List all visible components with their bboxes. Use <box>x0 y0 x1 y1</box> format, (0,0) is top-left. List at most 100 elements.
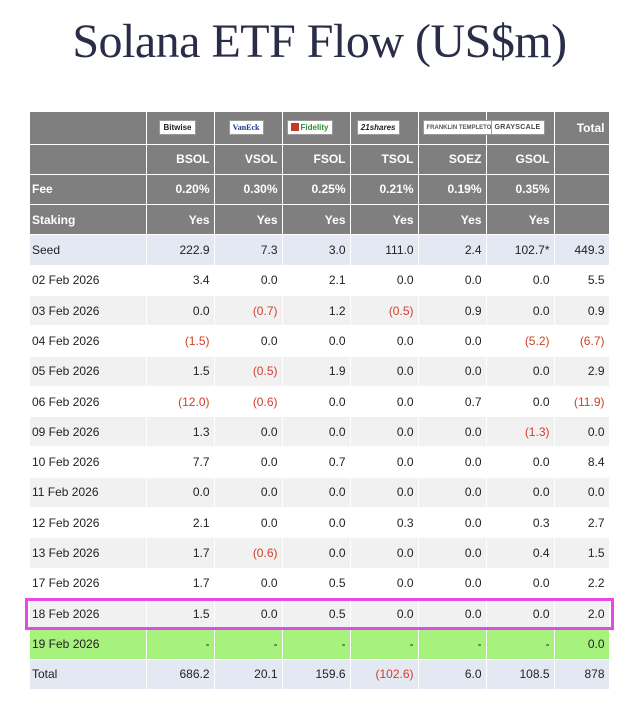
flow-cell: (1.5) <box>146 325 215 357</box>
flow-cell: 0.0 <box>418 598 487 630</box>
chart-title: Solana ETF Flow (US$m) <box>72 15 567 68</box>
row-total-cell: 878 <box>554 659 610 690</box>
table-row: 05 Feb 2026 1.5 (0.5) 1.9 0.0 0.0 0.0 2.9 <box>30 356 610 387</box>
flow-cell: 0.0 <box>350 265 419 296</box>
flow-cell: 0.0 <box>418 356 487 387</box>
row-total-cell: (6.7) <box>554 325 610 357</box>
row-total-cell: 1.5 <box>554 537 610 569</box>
row-label: 02 Feb 2026 <box>30 265 147 296</box>
flow-cell: 2.4 <box>418 234 487 266</box>
flow-cell: 0.3 <box>350 507 419 539</box>
row-label: 17 Feb 2026 <box>30 568 147 599</box>
flow-cell: 0.5 <box>282 598 351 630</box>
21shares-logo: 21shares <box>356 120 400 136</box>
flow-cell: 2.1 <box>282 265 351 296</box>
fee-label: Fee <box>30 174 147 206</box>
flow-cell: 1.7 <box>146 537 215 569</box>
flow-cell: 0.7 <box>282 446 351 478</box>
row-label: 11 Feb 2026 <box>30 477 147 509</box>
flow-cell: 0.5 <box>282 568 351 599</box>
21shares-logo-cell: 21shares <box>350 112 419 145</box>
flow-cell: 0.0 <box>214 507 283 539</box>
bitwise-logo-cell: Bitwise <box>146 112 215 145</box>
ticker-cell: TSOL <box>350 144 419 175</box>
bitwise-logo: Bitwise <box>159 120 196 136</box>
staking-cell: Yes <box>418 204 487 236</box>
flow-cell: (0.5) <box>350 295 419 327</box>
fidelity-logo-cell: Fidelity <box>282 112 351 145</box>
flow-cell: 1.5 <box>146 598 215 630</box>
fidelity-logo-text: Fidelity <box>300 123 329 133</box>
flow-cell: 6.0 <box>418 659 487 690</box>
flow-cell: 0.0 <box>350 416 419 448</box>
flow-cell: 0.0 <box>214 477 283 509</box>
flow-cell: 0.0 <box>418 477 487 509</box>
flow-cell: 0.0 <box>486 568 555 599</box>
ticker-corner-cell <box>30 144 147 175</box>
row-total-cell: 0.0 <box>554 416 610 448</box>
row-total-cell: 8.4 <box>554 446 610 478</box>
fee-row: Fee 0.20% 0.30% 0.25% 0.21% 0.19% 0.35% <box>30 174 610 206</box>
fidelity-mark-icon <box>290 123 299 132</box>
flow-cell: - <box>486 628 555 660</box>
flow-cell: 1.9 <box>282 356 351 387</box>
flow-cell: (12.0) <box>146 386 215 418</box>
vaneck-logo-cell: VanEck <box>214 112 283 145</box>
seed-row: Seed 222.9 7.3 3.0 111.0 2.4 102.7* 449.3 <box>30 234 610 266</box>
row-total-cell: 2.0 <box>554 598 610 630</box>
flow-cell: (0.6) <box>214 386 283 418</box>
flow-cell: 111.0 <box>350 234 419 266</box>
corner-cell <box>30 112 147 145</box>
row-label: 05 Feb 2026 <box>30 356 147 387</box>
flow-cell: 0.0 <box>418 507 487 539</box>
flow-cell: 0.3 <box>486 507 555 539</box>
table-row: 19 Feb 2026- - - - - -0.0 <box>30 628 610 660</box>
flow-cell: 0.0 <box>350 325 419 357</box>
flow-cell: 0.0 <box>486 356 555 387</box>
flow-cell: 0.0 <box>486 386 555 418</box>
flow-cell: (102.6) <box>350 659 419 690</box>
fee-cell: 0.35% <box>486 174 555 206</box>
row-label: 09 Feb 2026 <box>30 416 147 448</box>
grayscale-logo-cell: GRAYSCALE <box>486 112 555 145</box>
flow-cell: 0.0 <box>486 446 555 478</box>
ticker-row: BSOL VSOL FSOL TSOL SOEZ GSOL <box>30 144 610 175</box>
ticker-cell: FSOL <box>282 144 351 175</box>
row-label: 18 Feb 2026 <box>30 598 147 630</box>
staking-total-cell <box>554 204 610 236</box>
flow-cell: 0.0 <box>214 265 283 296</box>
flow-cell: 0.0 <box>214 416 283 448</box>
ticker-cell: SOEZ <box>418 144 487 175</box>
flow-cell: 108.5 <box>486 659 555 690</box>
flow-cell: 0.0 <box>350 537 419 569</box>
issuer-logo-row: Bitwise VanEck Fidelity 21shares FRANKLI… <box>30 112 610 145</box>
grayscale-logo: GRAYSCALE <box>490 120 545 136</box>
flow-cell: 222.9 <box>146 234 215 266</box>
flow-cell: 0.0 <box>486 265 555 296</box>
flow-cell: 0.0 <box>486 295 555 327</box>
flow-cell: 7.3 <box>214 234 283 266</box>
table-row: 03 Feb 2026 0.0 (0.7) 1.2 (0.5) 0.9 0.0 0.9 <box>30 295 610 327</box>
ticker-cell: BSOL <box>146 144 215 175</box>
row-label: 06 Feb 2026 <box>30 386 147 418</box>
table-row: 18 Feb 2026 1.5 0.0 0.5 0.0 0.0 0.0 2.0 <box>30 598 610 630</box>
flow-cell: 0.0 <box>418 537 487 569</box>
flow-cell: 0.0 <box>350 386 419 418</box>
flow-cell: 686.2 <box>146 659 215 690</box>
staking-cell: Yes <box>350 204 419 236</box>
table-row: 02 Feb 2026 3.4 0.0 2.1 0.0 0.0 0.0 5.5 <box>30 265 610 296</box>
staking-label: Staking <box>30 204 147 236</box>
flow-cell: 159.6 <box>282 659 351 690</box>
row-total-cell: 0.9 <box>554 295 610 327</box>
fee-cell: 0.30% <box>214 174 283 206</box>
flow-cell: 0.0 <box>350 568 419 599</box>
flow-cell: 0.0 <box>146 477 215 509</box>
flow-cell: - <box>350 628 419 660</box>
flow-cell: 0.0 <box>486 598 555 630</box>
flow-cell: 0.0 <box>418 416 487 448</box>
flow-cell: 0.0 <box>282 386 351 418</box>
fee-cell: 0.20% <box>146 174 215 206</box>
row-label: Total <box>30 659 147 690</box>
total-row: Total 686.2 20.1 159.6 (102.6) 6.0 108.5 878 <box>30 659 610 690</box>
etf-flow-table: Bitwise VanEck Fidelity 21shares FRANKLI… <box>30 112 610 690</box>
